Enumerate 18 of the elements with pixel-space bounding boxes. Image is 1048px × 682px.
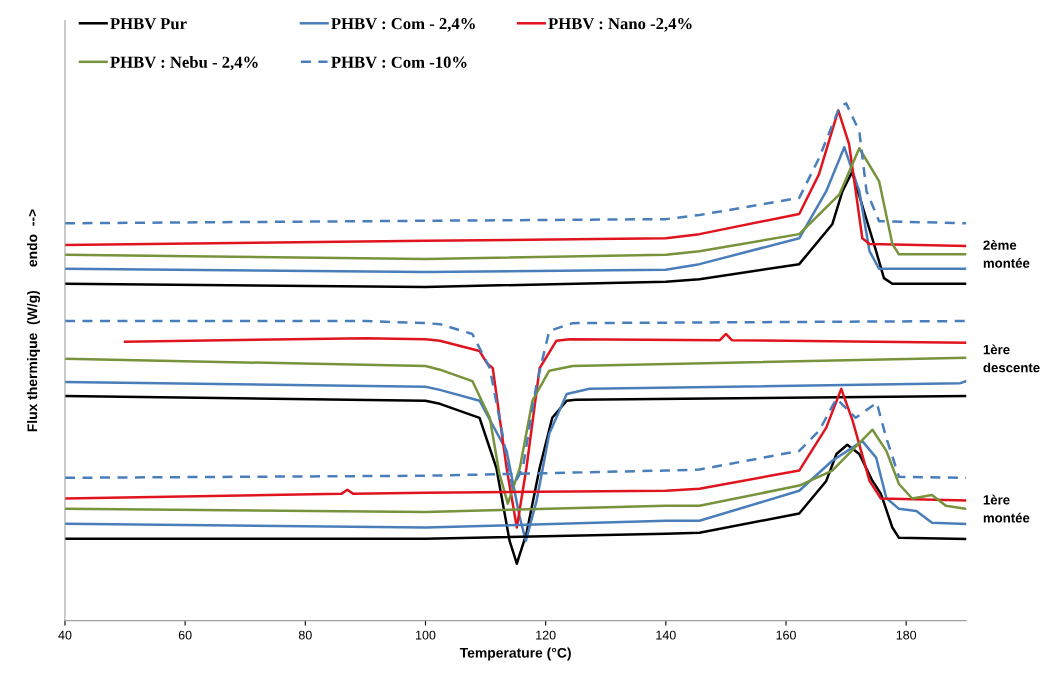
x-tick-label: 120 bbox=[536, 630, 556, 640]
legend-label: PHBV : Nebu - 2,4% bbox=[110, 56, 258, 71]
x-tick-label: 60 bbox=[178, 630, 192, 640]
legend-label: PHBV : Com - 2,4% bbox=[331, 18, 475, 32]
x-tick-label: 100 bbox=[416, 630, 436, 640]
x-tick-label: 180 bbox=[896, 630, 917, 640]
text: 2ème montée bbox=[983, 239, 1030, 268]
text: 1ère montée bbox=[983, 494, 1030, 523]
legend-label: PHBV : Com -10% bbox=[331, 56, 467, 68]
text: 1ère descente bbox=[983, 344, 1040, 373]
x-tick-label: 160 bbox=[776, 630, 796, 640]
x-tick-label: 40 bbox=[58, 630, 72, 640]
x-tick-label: 140 bbox=[656, 630, 676, 640]
x-tick-label: 80 bbox=[298, 630, 312, 640]
legend-label: PHBV Pur bbox=[110, 18, 187, 30]
y-axis-title: Flux thermique (W/g) endo --> bbox=[27, 209, 41, 432]
x-axis-title: Temperature (°C) bbox=[459, 647, 571, 661]
legend-label: PHBV : Nano -2,4% bbox=[548, 18, 692, 32]
